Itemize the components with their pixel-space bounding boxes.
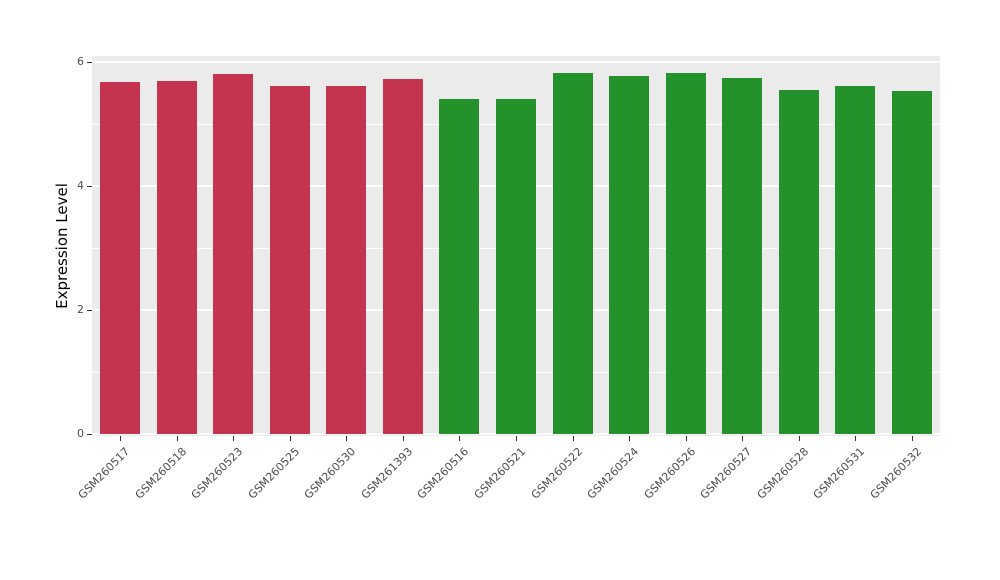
bar (722, 77, 763, 434)
bar (552, 73, 593, 434)
x-tick-label: GSM260523 (188, 445, 246, 502)
x-tick-label: GSM260528 (754, 445, 811, 502)
x-tick-mark (120, 436, 122, 441)
x-tick-label: GSM260521 (471, 445, 529, 502)
x-tick-mark (233, 436, 235, 441)
x-tick-label: GSM260530 (302, 445, 359, 502)
x-tick-label: GSM261393 (358, 445, 416, 502)
bar (609, 76, 650, 434)
y-tick-label: 0 (77, 427, 84, 440)
x-tick-mark (346, 436, 348, 441)
x-tick-mark (629, 436, 631, 441)
bar (835, 86, 876, 434)
x-tick-mark (855, 436, 857, 441)
bar (326, 85, 367, 434)
bar (891, 91, 932, 434)
x-tick-mark (742, 436, 744, 441)
bar (213, 74, 254, 434)
y-tick-label: 6 (77, 55, 84, 68)
major-gridline (92, 61, 940, 63)
plot-panel (92, 56, 940, 436)
y-tick-label: 2 (77, 303, 84, 316)
bar (778, 89, 819, 434)
y-tick-label: 4 (77, 179, 84, 192)
x-tick-label: GSM260532 (867, 445, 924, 502)
x-tick-label: GSM260518 (132, 445, 190, 502)
x-tick-mark (289, 436, 291, 441)
x-tick-mark (685, 436, 687, 441)
bar (382, 78, 423, 434)
x-tick-mark (402, 436, 404, 441)
y-tick-mark (87, 62, 92, 63)
major-gridline (92, 433, 940, 435)
x-tick-mark (572, 436, 574, 441)
x-tick-label: GSM260522 (528, 445, 585, 502)
bar (665, 73, 706, 434)
bar (269, 85, 310, 434)
x-tick-label: GSM260526 (641, 445, 698, 502)
x-tick-label: GSM260527 (697, 445, 755, 502)
x-tick-mark (911, 436, 913, 441)
x-tick-label: GSM260524 (584, 445, 642, 502)
bar (100, 82, 141, 434)
x-tick-mark (176, 436, 178, 441)
x-tick-label: GSM260525 (245, 445, 303, 502)
y-tick-mark (87, 434, 92, 435)
x-tick-label: GSM260516 (415, 445, 472, 502)
x-tick-label: GSM260531 (810, 445, 868, 502)
bar (496, 99, 536, 434)
x-tick-label: GSM260517 (75, 445, 133, 502)
y-tick-mark (87, 186, 92, 187)
y-tick-mark (87, 310, 92, 311)
y-axis-title: Expression Level (53, 183, 71, 309)
bar (156, 81, 197, 434)
x-tick-mark (459, 436, 461, 441)
bar (439, 99, 480, 434)
x-tick-mark (516, 436, 517, 441)
x-tick-mark (798, 436, 800, 441)
